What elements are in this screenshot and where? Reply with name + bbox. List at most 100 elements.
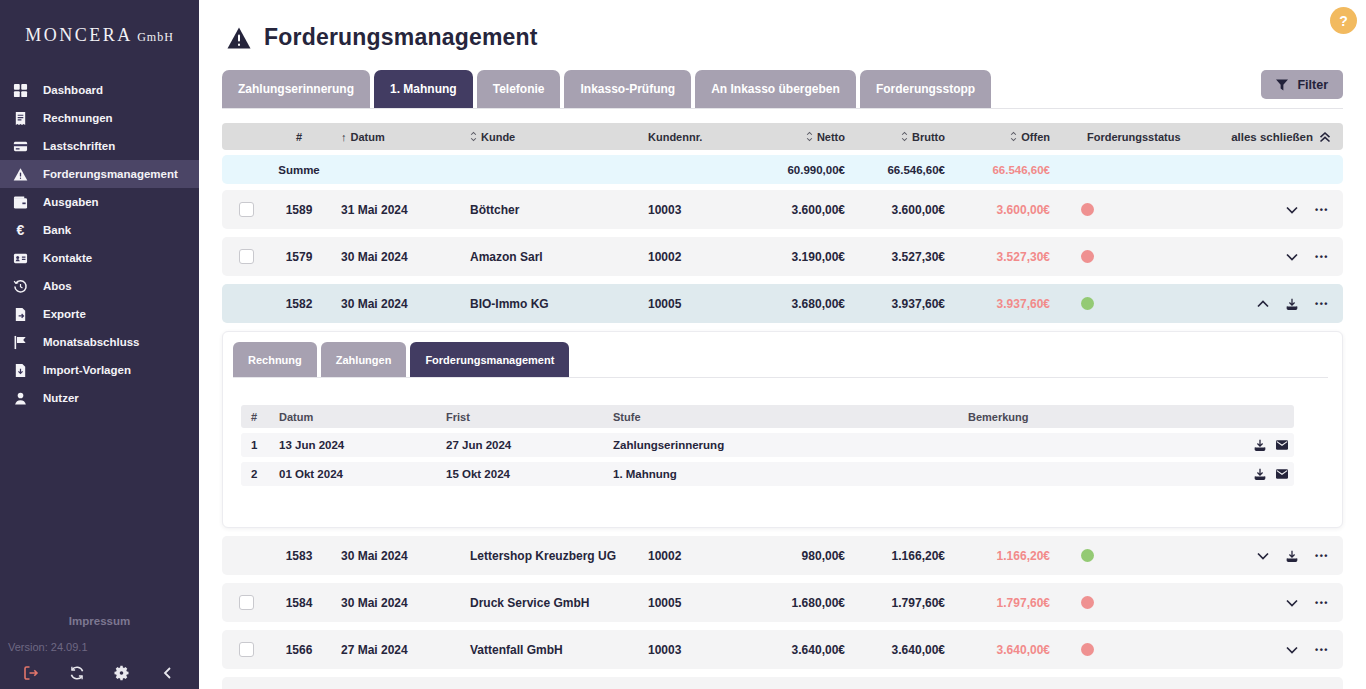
column-header-datum[interactable]: ↑Datum [328,131,455,143]
chevron-down-icon[interactable] [1286,644,1298,656]
filter-button[interactable]: Filter [1261,70,1343,99]
detail-tab-rechnung[interactable]: Rechnung [233,342,317,377]
column-header-kunde[interactable]: Kunde [455,131,640,143]
flag-icon [13,335,28,350]
sidebar-item-label: Ausgaben [43,196,99,208]
open-amount: 3.937,60€ [945,297,1050,311]
detail-column-header-frist: Frist [436,411,603,423]
sidebar-item-bank[interactable]: € Bank [0,216,199,244]
more-actions-icon[interactable]: ••• [1315,252,1329,262]
invoice-row-1583[interactable]: 1583 30 Mai 2024 Lettershop Kreuzberg UG… [222,536,1343,575]
row-actions: ••• [1182,550,1343,562]
sidebar-item-label: Lastschriften [43,140,115,152]
table-header-row: #↑DatumKundeKundennr.NettoBruttoOffenFor… [222,123,1343,150]
status-dot-green [1081,297,1094,310]
more-actions-icon[interactable]: ••• [1315,299,1329,309]
tab-telefonie[interactable]: Telefonie [477,70,561,108]
gear-icon[interactable] [114,665,130,681]
sidebar-item-abos[interactable]: Abos [0,272,199,300]
more-actions-icon[interactable]: ••• [1315,551,1329,561]
chevron-down-icon[interactable] [1257,550,1269,562]
chevron-down-icon[interactable] [1286,597,1298,609]
gross-amount: 1.166,20€ [845,549,945,563]
sidebar-nav: Dashboard Rechnungen Lastschriften Forde… [0,76,199,412]
logout-icon[interactable] [23,665,39,681]
invoice-date: 30 Mai 2024 [328,549,455,563]
row-checkbox[interactable] [239,202,254,217]
tabs: Zahlungserinnerung1. MahnungTelefonieInk… [222,70,991,108]
tab-forderungsstopp[interactable]: Forderungsstopp [860,70,991,108]
invoice-row-1566[interactable]: 1566 27 Mai 2024 Vattenfall GmbH 10003 3… [222,630,1343,669]
collapse-all-icon [1319,131,1331,143]
row-actions: ••• [1182,204,1343,216]
dashboard-icon [13,83,28,98]
envelope-icon[interactable] [1276,439,1288,451]
help-button[interactable]: ? [1330,7,1357,34]
sidebar-item-dashboard[interactable]: Dashboard [0,76,199,104]
sidebar-item-import-vorlagen[interactable]: Import-Vorlagen [0,356,199,384]
gross-amount: 3.527,30€ [845,250,945,264]
download-icon[interactable] [1254,468,1266,480]
status-cell [1050,596,1182,609]
status-dot-green [1081,549,1094,562]
row-checkbox[interactable] [239,595,254,610]
download-icon[interactable] [1286,550,1298,562]
invoice-row-1584[interactable]: 1584 30 Mai 2024 Druck Service GmbH 1000… [222,583,1343,622]
sidebar-item-nutzer[interactable]: Nutzer [0,384,199,412]
column-header-netto[interactable]: Netto [755,131,845,143]
sidebar-item-monatsabschluss[interactable]: Monatsabschluss [0,328,199,356]
tab-zahlungserinnerung[interactable]: Zahlungserinnerung [222,70,370,108]
sort-icon [1010,131,1017,142]
column-header-offen[interactable]: Offen [945,131,1050,143]
more-actions-icon[interactable]: ••• [1315,645,1329,655]
sidebar-item-label: Import-Vorlagen [43,364,131,376]
chevron-down-icon[interactable] [1286,204,1298,216]
detail-column-header-bemerkung: Bemerkung [958,411,1230,423]
detail-tab-zahlungen[interactable]: Zahlungen [321,342,407,377]
row-actions: ••• [1182,298,1343,310]
download-icon[interactable] [1254,439,1266,451]
refresh-icon[interactable] [69,665,85,681]
sidebar-item-ausgaben[interactable]: Ausgaben [0,188,199,216]
invoice-row-partial[interactable] [222,677,1343,689]
invoice-number: 1579 [270,250,328,264]
step-number: 1 [241,439,269,451]
row-checkbox[interactable] [239,642,254,657]
chevron-up-icon[interactable] [1257,298,1269,310]
sidebar-item-forderungsmanagement[interactable]: Forderungsmanagement [0,160,199,188]
sort-icon [470,131,477,142]
sidebar-item-lastschriften[interactable]: Lastschriften [0,132,199,160]
column-header-brutto[interactable]: Brutto [845,131,945,143]
sidebar: MONCERA GmbH Dashboard Rechnungen Lastsc… [0,0,199,689]
invoice-row-1579[interactable]: 1579 30 Mai 2024 Amazon Sarl 10002 3.190… [222,237,1343,276]
row-checkbox[interactable] [239,249,254,264]
sidebar-item-kontakte[interactable]: Kontakte [0,244,199,272]
invoice-row-1589[interactable]: 1589 31 Mai 2024 Böttcher 10003 3.600,00… [222,190,1343,229]
more-actions-icon[interactable]: ••• [1315,598,1329,608]
invoice-icon [13,111,28,126]
customer-name: Amazon Sarl [455,250,640,264]
chevron-down-icon[interactable] [1286,251,1298,263]
open-amount: 1.166,20€ [945,549,1050,563]
tab-inkasso-prüfung[interactable]: Inkasso-Prüfung [564,70,691,108]
chevron-left-icon[interactable] [160,665,176,681]
detail-column-header-datum: Datum [269,411,436,423]
status-dot-red [1081,643,1094,656]
step-actions [1230,468,1294,480]
dunning-step-row: 1 13 Jun 2024 27 Jun 2024 Zahlungserinne… [241,433,1294,457]
envelope-icon[interactable] [1276,468,1288,480]
impressum-link[interactable]: Impressum [0,615,199,627]
more-actions-icon[interactable]: ••• [1315,205,1329,215]
tab-1-mahnung[interactable]: 1. Mahnung [374,70,473,108]
step-deadline: 27 Jun 2024 [436,439,603,451]
open-amount: 3.527,30€ [945,250,1050,264]
sidebar-item-exporte[interactable]: Exporte [0,300,199,328]
step-number: 2 [241,468,269,480]
sidebar-item-rechnungen[interactable]: Rechnungen [0,104,199,132]
detail-tab-forderungsmanagement[interactable]: Forderungsmanagement [410,342,569,377]
invoice-row-1582[interactable]: 1582 30 Mai 2024 BIO-Immo KG 10005 3.680… [222,284,1343,323]
collapse-all-button[interactable]: alles schließen [1182,131,1343,143]
tab-an-inkasso-übergeben[interactable]: An Inkasso übergeben [695,70,856,108]
row-actions: ••• [1182,644,1343,656]
download-icon[interactable] [1286,298,1298,310]
